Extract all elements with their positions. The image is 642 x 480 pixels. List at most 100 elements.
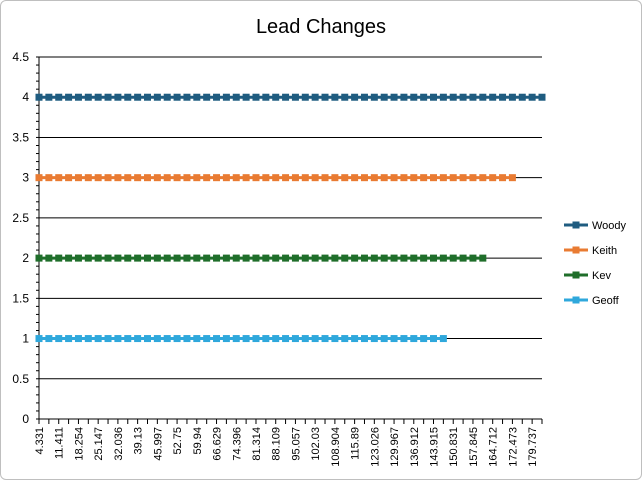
data-point: [459, 254, 467, 262]
legend-item-woody: Woody: [564, 220, 627, 232]
data-point: [489, 93, 497, 101]
data-point: [143, 93, 151, 101]
series-group: [35, 93, 546, 343]
legend-label: Kev: [592, 270, 611, 282]
x-tick-label: 66.629: [212, 427, 224, 461]
data-point: [94, 254, 102, 262]
x-tick-label: 115.89: [350, 427, 362, 460]
axes: 0 0.5 1 1.5 2 2.5 3 3.5 4 4.5 4.331 11.411 18.254 25.…: [12, 50, 543, 467]
x-tick-label: 108.904: [330, 427, 342, 467]
legend-swatch-marker: [572, 296, 580, 304]
data-point: [449, 254, 457, 262]
data-point: [232, 335, 240, 343]
data-point: [45, 93, 53, 101]
x-tick-label: 95.057: [290, 427, 302, 461]
data-point: [341, 335, 349, 343]
data-point: [143, 254, 151, 262]
data-point: [370, 93, 378, 101]
data-point: [439, 93, 447, 101]
y-tick-label: 0: [22, 412, 29, 426]
data-point: [469, 93, 477, 101]
data-point: [153, 174, 161, 182]
data-point: [351, 93, 359, 101]
data-point: [104, 174, 112, 182]
data-point: [400, 335, 408, 343]
data-point: [143, 335, 151, 343]
x-tick-label: 11.411: [54, 427, 66, 459]
data-point: [331, 93, 339, 101]
data-point: [124, 254, 132, 262]
data-point: [410, 335, 418, 343]
data-point: [351, 254, 359, 262]
data-point: [153, 335, 161, 343]
x-tick-label: 102.03: [310, 427, 322, 461]
data-point: [341, 174, 349, 182]
legend-swatch-marker: [572, 221, 580, 229]
data-point: [213, 254, 221, 262]
data-point: [65, 174, 73, 182]
data-point: [183, 335, 191, 343]
data-point: [65, 254, 73, 262]
data-point: [74, 93, 82, 101]
data-point: [213, 93, 221, 101]
data-point: [134, 93, 142, 101]
data-point: [252, 335, 260, 343]
y-tick-label: 1.5: [12, 291, 29, 305]
data-point: [55, 335, 63, 343]
data-point: [35, 174, 43, 182]
data-point: [183, 93, 191, 101]
data-point: [134, 335, 142, 343]
data-point: [390, 174, 398, 182]
data-point: [301, 254, 309, 262]
data-point: [282, 174, 290, 182]
data-point: [134, 254, 142, 262]
data-point: [469, 174, 477, 182]
legend-swatch-marker: [572, 271, 580, 279]
legend-label: Woody: [592, 220, 627, 232]
data-point: [380, 174, 388, 182]
data-point: [272, 254, 280, 262]
data-point: [370, 254, 378, 262]
data-point: [55, 174, 63, 182]
x-tick-label: 88.109: [271, 427, 283, 461]
x-tick-label: 172.473: [507, 427, 519, 467]
data-point: [213, 335, 221, 343]
x-tick-label: 123.026: [369, 427, 381, 467]
data-point: [479, 254, 487, 262]
data-point: [262, 174, 270, 182]
legend-label: Keith: [592, 245, 617, 257]
x-tick-label: 39.13: [133, 427, 145, 455]
data-point: [291, 254, 299, 262]
data-point: [55, 93, 63, 101]
data-point: [351, 174, 359, 182]
data-point: [508, 174, 516, 182]
data-point: [301, 174, 309, 182]
data-point: [321, 93, 329, 101]
data-point: [272, 93, 280, 101]
data-point: [272, 174, 280, 182]
data-point: [35, 335, 43, 343]
data-point: [449, 174, 457, 182]
data-point: [222, 335, 230, 343]
x-tick-label: 4.331: [34, 427, 46, 455]
data-point: [390, 335, 398, 343]
data-point: [360, 335, 368, 343]
data-point: [410, 174, 418, 182]
data-point: [311, 335, 319, 343]
data-point: [134, 174, 142, 182]
data-point: [291, 335, 299, 343]
data-point: [203, 93, 211, 101]
legend-item-keith: Keith: [564, 245, 617, 257]
data-point: [173, 335, 181, 343]
data-point: [94, 174, 102, 182]
legend-item-kev: Kev: [564, 270, 611, 282]
data-point: [65, 93, 73, 101]
y-tick-label: 3.5: [12, 130, 29, 144]
data-point: [400, 93, 408, 101]
data-point: [193, 174, 201, 182]
data-point: [35, 93, 43, 101]
legend-label: Geoff: [592, 295, 620, 307]
data-point: [232, 254, 240, 262]
x-tick-label: 164.712: [488, 427, 500, 467]
data-point: [45, 335, 53, 343]
